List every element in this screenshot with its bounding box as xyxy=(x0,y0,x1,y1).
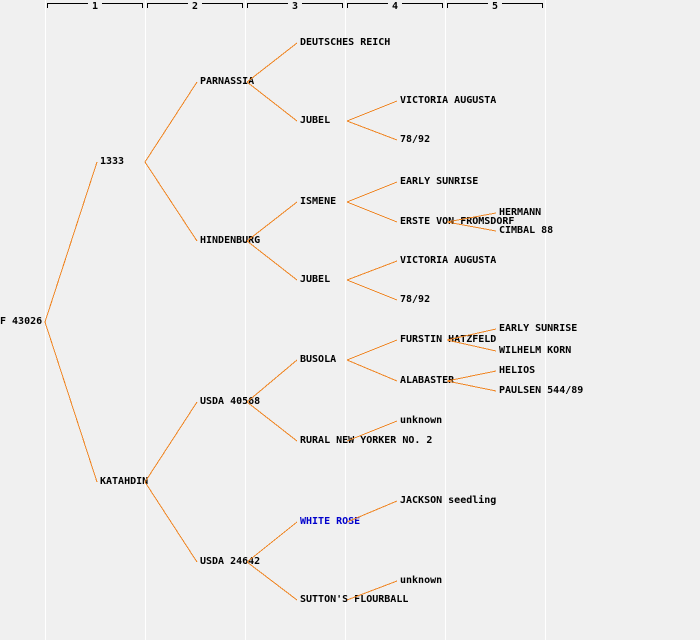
pedigree-edge xyxy=(346,120,398,141)
pedigree-node-unknown[interactable]: unknown xyxy=(400,575,443,586)
pedigree-edge xyxy=(144,161,198,242)
pedigree-edge xyxy=(246,42,298,83)
pedigree-node-78-92[interactable]: 78/92 xyxy=(400,134,431,145)
pedigree-node-paulsen-544-89[interactable]: PAULSEN 544/89 xyxy=(499,385,584,396)
pedigree-node-busola[interactable]: BUSOLA xyxy=(300,354,337,365)
pedigree-edge xyxy=(44,321,98,483)
pedigree-edge xyxy=(144,401,198,483)
pedigree-edge xyxy=(346,181,398,203)
pedigree-node-cimbal-88[interactable]: CIMBAL 88 xyxy=(499,225,554,236)
generation-bracket-2: 2 xyxy=(147,1,243,13)
generation-gridline xyxy=(545,0,546,640)
pedigree-node-hermann[interactable]: HERMANN xyxy=(499,207,542,218)
pedigree-node-helios[interactable]: HELIOS xyxy=(499,365,536,376)
pedigree-node-sutton-s-flourball[interactable]: SUTTON'S FLOURBALL xyxy=(300,594,409,605)
pedigree-node-unknown[interactable]: unknown xyxy=(400,415,443,426)
pedigree-node-hindenburg[interactable]: HINDENBURG xyxy=(200,235,261,246)
generation-bracket-4: 4 xyxy=(347,1,443,13)
pedigree-node-katahdin[interactable]: KATAHDIN xyxy=(100,476,149,487)
pedigree-node-ismene[interactable]: ISMENE xyxy=(300,196,337,207)
generation-gridline xyxy=(445,0,446,640)
pedigree-edge xyxy=(144,81,198,163)
pedigree-node-deutsches-reich[interactable]: DEUTSCHES REICH xyxy=(300,37,391,48)
pedigree-edge xyxy=(346,260,398,281)
pedigree-node-white-rose[interactable]: WHITE ROSE xyxy=(300,516,361,527)
generation-number: 4 xyxy=(387,1,403,13)
pedigree-node-jubel[interactable]: JUBEL xyxy=(300,274,331,285)
generation-bracket-1: 1 xyxy=(47,1,143,13)
pedigree-node-usda-24642[interactable]: USDA 24642 xyxy=(200,556,261,567)
pedigree-node-erste-von-fromsdorf[interactable]: ERSTE VON FROMSDORF xyxy=(400,216,515,227)
generation-bracket-3: 3 xyxy=(247,1,343,13)
pedigree-node-jubel[interactable]: JUBEL xyxy=(300,115,331,126)
generation-gridline xyxy=(145,0,146,640)
pedigree-edge xyxy=(346,339,398,361)
pedigree-edge xyxy=(346,100,398,122)
generation-bracket-5: 5 xyxy=(447,1,543,13)
generation-number: 1 xyxy=(87,1,103,13)
pedigree-edge xyxy=(446,380,497,392)
pedigree-edge xyxy=(346,359,398,382)
generation-number: 2 xyxy=(187,1,203,13)
pedigree-edge xyxy=(144,481,198,563)
pedigree-edge xyxy=(346,201,398,223)
pedigree-edge xyxy=(44,161,98,323)
pedigree-node-jackson-seedling[interactable]: JACKSON seedling xyxy=(400,495,497,506)
pedigree-node-victoria-augusta[interactable]: VICTORIA AUGUSTA xyxy=(400,255,497,266)
generation-gridline xyxy=(245,0,246,640)
generation-number: 3 xyxy=(287,1,303,13)
pedigree-node-early-sunrise[interactable]: EARLY SUNRISE xyxy=(400,176,479,187)
pedigree-node-furstin-hatzfeld[interactable]: FURSTIN HATZFELD xyxy=(400,334,497,345)
generation-number: 5 xyxy=(487,1,503,13)
generation-gridline xyxy=(45,0,46,640)
pedigree-node-rural-new-yorker-no-2[interactable]: RURAL NEW YORKER NO. 2 xyxy=(300,435,433,446)
pedigree-edge xyxy=(446,370,497,382)
pedigree-node-78-92[interactable]: 78/92 xyxy=(400,294,431,305)
pedigree-node-f-43026[interactable]: F 43026 xyxy=(0,316,43,327)
pedigree-node-usda-40568[interactable]: USDA 40568 xyxy=(200,396,261,407)
pedigree-node-1333[interactable]: 1333 xyxy=(100,156,125,167)
pedigree-edge xyxy=(246,81,298,122)
pedigree-node-victoria-augusta[interactable]: VICTORIA AUGUSTA xyxy=(400,95,497,106)
pedigree-edge xyxy=(346,279,398,301)
pedigree-node-alabaster[interactable]: ALABASTER xyxy=(400,375,455,386)
pedigree-node-parnassia[interactable]: PARNASSIA xyxy=(200,76,255,87)
pedigree-node-wilhelm-korn[interactable]: WILHELM KORN xyxy=(499,345,572,356)
generation-gridline xyxy=(345,0,346,640)
pedigree-node-early-sunrise[interactable]: EARLY SUNRISE xyxy=(499,323,578,334)
